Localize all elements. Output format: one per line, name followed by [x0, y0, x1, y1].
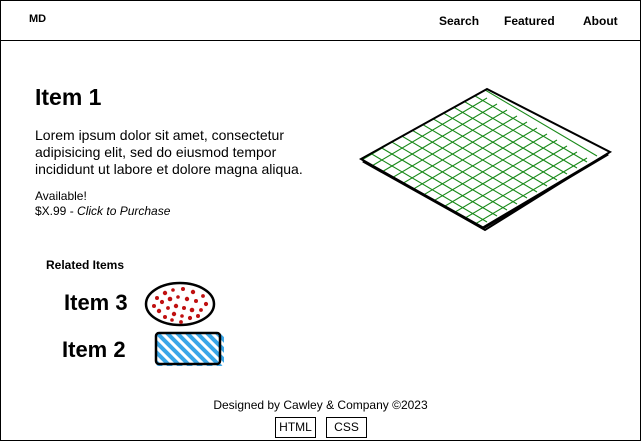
related-items-heading: Related Items [46, 258, 125, 272]
related-item-3-name[interactable]: Item 3 [64, 290, 128, 315]
nav-link-search[interactable]: Search [439, 14, 480, 28]
html-badge-button[interactable]: HTML [275, 417, 316, 438]
top-nav: MD Search Featured About [0, 0, 641, 41]
product-description: Lorem ipsum dolor sit amet, consectetur … [35, 127, 303, 177]
price-line: $X.99 - Click to Purchase [35, 204, 170, 218]
product-title: Item 1 [35, 84, 102, 110]
nav-link-featured[interactable]: Featured [504, 14, 555, 28]
purchase-link[interactable]: Click to Purchase [77, 204, 171, 218]
price-separator: - [66, 204, 78, 218]
related-item-2-name[interactable]: Item 2 [62, 337, 126, 362]
nav-link-about[interactable]: About [583, 14, 618, 28]
css-badge-button[interactable]: CSS [326, 417, 367, 438]
site-logo[interactable]: MD [29, 13, 47, 25]
footer-credit: Designed by Cawley & Company ©2023 [213, 398, 428, 412]
product-image[interactable] [357, 86, 613, 234]
red-dotted-oval-icon[interactable] [143, 280, 217, 328]
blue-striped-rectangle-icon[interactable] [154, 330, 226, 368]
price-value: $X.99 [35, 204, 67, 218]
availability-text: Available! [35, 189, 87, 203]
